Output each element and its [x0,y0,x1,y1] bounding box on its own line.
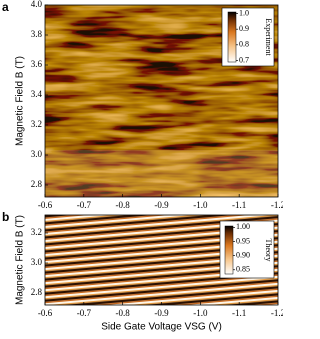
colorbar-tick-label: 0.85 [236,265,250,274]
x-tick-label: -1.1 [232,308,246,318]
panel-label: b [2,210,9,224]
x-tick-label: -0.9 [154,308,169,318]
colorbar [227,11,237,63]
colorbar-tick-label: 1.00 [236,222,250,231]
y-tick-label: 3.2 [31,227,42,237]
x-tick-label: -0.7 [77,308,92,318]
panel-label: a [2,0,9,14]
x-tick-label: -0.6 [38,200,53,210]
colorbar-tick-label: 0.90 [236,250,250,259]
colorbar [224,225,234,275]
y-tick-label: 3.0 [31,257,43,267]
y-tick-label: 3.0 [31,149,43,159]
x-axis-label: Side Gate Voltage VSG (V) [101,322,222,333]
x-tick-label: -1.1 [232,200,246,210]
x-tick-label: -0.9 [154,200,169,210]
colorbar-label: Theory [264,238,273,261]
y-tick-label: 3.8 [31,29,43,39]
colorbar-tick-label: 0.95 [236,236,250,245]
x-tick-label: -0.8 [116,200,131,210]
x-tick-label: -1.0 [193,200,208,210]
x-tick-label: -0.7 [77,200,92,210]
y-tick-label: 3.6 [31,59,43,69]
y-tick-label: 3.4 [31,89,43,99]
x-tick-label: -0.6 [38,308,53,318]
x-tick-label: -0.8 [116,308,131,318]
x-tick-label: -1.2 [271,200,283,210]
x-tick-label: -1.0 [193,308,208,318]
colorbar-tick-label: 1.0 [239,8,249,17]
colorbar-label: Experiment [264,18,273,56]
y-tick-label: 2.8 [31,179,43,189]
colorbar-tick-label: 0.8 [239,40,249,49]
y-tick-label: 2.8 [31,287,43,297]
figure: a -0.6 -0.7 -0.8 -0.9 -1.0 -1.1 -1.2 2.8 3.0 3.2 3.… [2,0,283,333]
y-tick-label: 3.2 [31,119,42,129]
y-axis-label: Magnetic Field B (T) [15,56,26,146]
colorbar-tick-label: 0.9 [239,24,249,33]
x-tick-label: -1.2 [271,308,283,318]
y-tick-label: 4.0 [31,0,43,9]
colorbar-tick-label: 0.7 [239,55,249,64]
y-axis-label: Magnetic Field B (T) [15,215,26,305]
